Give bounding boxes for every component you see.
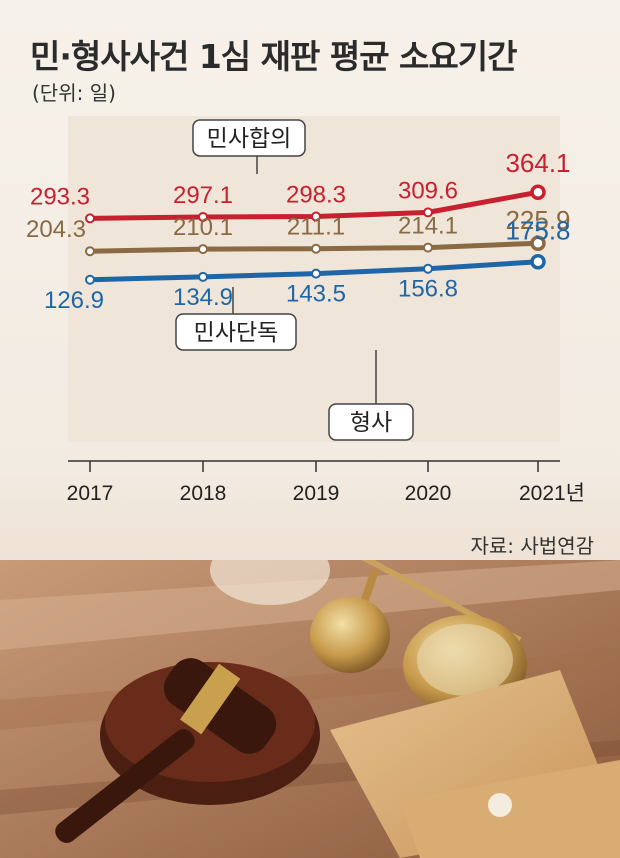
data-point [312,270,320,278]
data-point [424,265,432,273]
data-label: 309.6 [398,177,458,204]
data-point [424,244,432,252]
source-label: 자료: 사법연감 [471,530,595,559]
data-label: 297.1 [173,182,233,209]
data-label: 204.3 [26,216,86,243]
data-label: 364.1 [505,148,570,178]
data-label: 298.3 [286,182,346,209]
x-tick-label: 2018 [180,482,227,505]
data-label: 143.5 [286,281,346,308]
line-chart: 2017 2018 2019 2020 2021년 293.3 297.1 298.3 309.… [0,0,620,560]
data-point [86,214,94,222]
data-point [86,247,94,255]
data-point [199,273,207,281]
x-tick-label: 2020 [405,482,452,505]
data-label: 211.1 [287,214,345,241]
data-point [86,276,94,284]
x-tick-label: 2021년 [519,482,585,505]
series-name: 민사단독 [194,320,279,346]
data-label: 293.3 [30,183,90,210]
data-label: 214.1 [398,213,458,240]
data-label: 134.9 [173,284,233,311]
data-point [532,186,544,198]
x-tick-label: 2019 [293,482,340,505]
gavel-and-scales-illustration [0,560,620,858]
data-point [532,256,544,268]
data-label: 175.8 [505,216,570,246]
data-label: 126.9 [44,287,104,314]
series-name: 민사합의 [207,126,292,152]
data-point [312,245,320,253]
x-tick-label: 2017 [67,482,114,505]
series-name: 형사 [350,410,392,436]
data-label: 156.8 [398,276,458,303]
data-label: 210.1 [173,214,233,241]
data-point [199,245,207,253]
